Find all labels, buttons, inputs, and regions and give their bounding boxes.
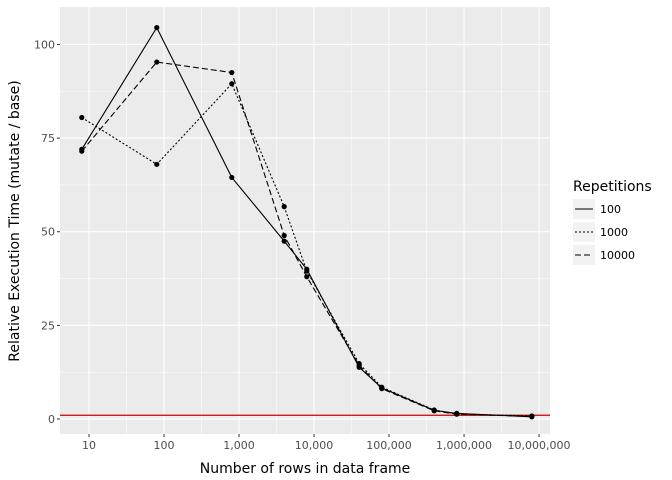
x-tick-label: 10,000,000 — [508, 439, 571, 452]
x-tick-label: 100,000 — [366, 439, 412, 452]
data-point-10000 — [431, 408, 437, 414]
series-line-1000 — [81, 82, 532, 417]
x-tick-label: 10,000 — [295, 439, 334, 452]
data-point-10000 — [154, 59, 160, 65]
data-point-10000 — [529, 413, 535, 419]
data-point-1000 — [229, 81, 235, 87]
data-point-1000 — [79, 114, 85, 121]
axes: 0 25 50 75 100 10 100 1,000 10,000 100,000 1,000,0… — [34, 38, 571, 452]
y-axis-title: Relative Execution Time (mutate / base) — [7, 80, 23, 361]
legend-title: Repetitions — [573, 179, 652, 195]
legend-label: 1000 — [600, 226, 628, 239]
data-point-10000 — [229, 69, 235, 76]
y-tick-label: 25 — [41, 319, 55, 332]
y-tick-label: 0 — [48, 413, 55, 426]
grid-lines — [60, 7, 550, 434]
x-tick-label: 1,000,000 — [436, 439, 492, 452]
x-tick-label: 100 — [154, 439, 175, 452]
x-tick-label: 10 — [82, 439, 96, 452]
y-tick-label: 75 — [41, 132, 55, 145]
data-point-100 — [154, 25, 160, 31]
data-point-1000 — [304, 268, 310, 274]
series-line-100 — [81, 26, 532, 418]
legend: Repetitions 100 1000 10000 — [573, 179, 652, 265]
data-point-10000 — [379, 386, 385, 392]
series-layer — [79, 25, 535, 420]
legend-label: 100 — [600, 203, 621, 216]
data-point-10000 — [454, 411, 460, 417]
y-tick-label: 100 — [34, 38, 55, 51]
x-axis-title: Number of rows in data frame — [200, 461, 411, 477]
data-point-10000 — [281, 232, 287, 239]
data-point-100 — [229, 174, 235, 181]
x-tick-label: 1,000 — [223, 439, 255, 452]
data-point-100 — [281, 238, 287, 244]
series-line-10000 — [81, 61, 532, 417]
data-point-10000 — [356, 362, 362, 369]
data-point-1000 — [154, 161, 160, 167]
data-point-10000 — [79, 148, 85, 154]
data-point-1000 — [281, 204, 287, 210]
data-point-10000 — [304, 274, 310, 280]
y-tick-label: 50 — [41, 226, 55, 239]
legend-label: 10000 — [600, 249, 635, 262]
plot-panel — [60, 7, 550, 434]
